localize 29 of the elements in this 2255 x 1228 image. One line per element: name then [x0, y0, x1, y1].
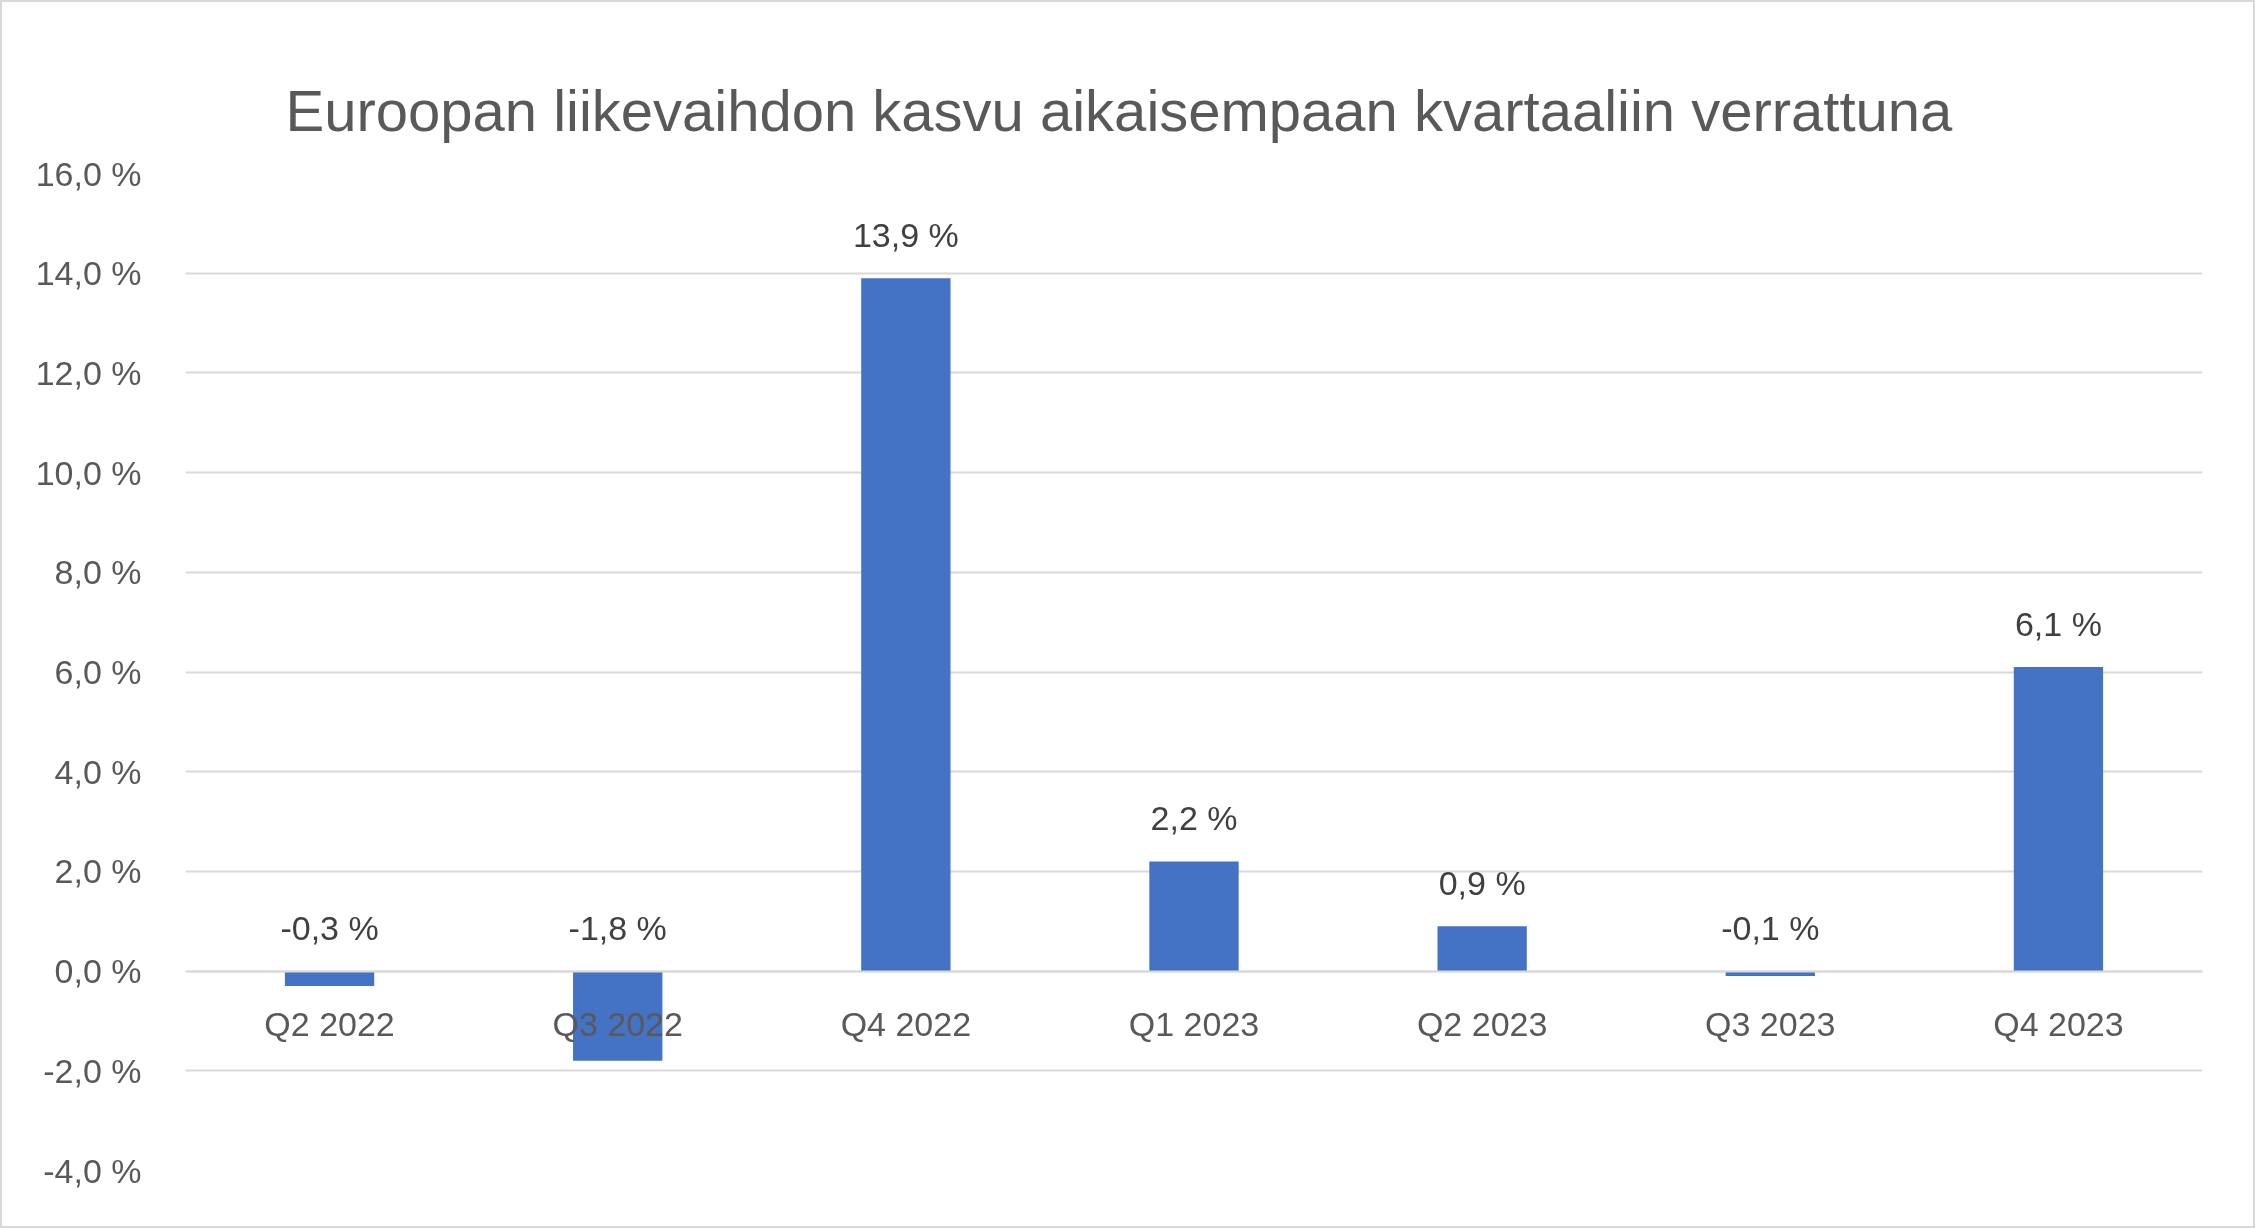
chart-title: Euroopan liikevaihdon kasvu aikaisempaan kvartaaliin verrattuna: [285, 77, 1954, 143]
y-tick-label: 14,0 %: [35, 254, 142, 293]
y-tick-label: 4,0 %: [54, 752, 142, 791]
x-tick-label: Q1 2023: [1128, 1005, 1260, 1044]
y-tick-label: -2,0 %: [43, 1051, 142, 1090]
data-label: -0,1 %: [1721, 909, 1820, 948]
data-label: 0,9 %: [1438, 864, 1526, 903]
y-tick-label: 16,0 %: [35, 154, 142, 193]
data-label: 2,2 %: [1150, 799, 1238, 838]
x-tick-label: Q4 2022: [840, 1005, 972, 1044]
y-tick-label: -4,0 %: [43, 1151, 142, 1190]
bar: [2013, 667, 2104, 972]
bar: [1437, 926, 1527, 972]
y-tick-label: 8,0 %: [54, 553, 142, 592]
y-tick-label: 0,0 %: [54, 952, 142, 991]
data-label: -0,3 %: [280, 909, 379, 948]
x-tick-label: Q2 2023: [1416, 1005, 1548, 1044]
bar: [1149, 861, 1239, 972]
y-tick-label: 6,0 %: [54, 653, 142, 691]
x-tick-label: Q4 2023: [1993, 1005, 2124, 1044]
data-label: 13,9 %: [852, 216, 959, 255]
data-label: -1,8 %: [568, 909, 667, 948]
y-tick-label: 12,0 %: [35, 353, 142, 392]
x-tick-label: Q3 2023: [1705, 1005, 1836, 1044]
x-tick-label: Q2 2022: [264, 1005, 395, 1044]
bar: [861, 278, 951, 972]
y-tick-label: 10,0 %: [35, 453, 142, 492]
data-label: 6,1 %: [2014, 605, 2102, 644]
y-tick-label: 2,0 %: [54, 852, 142, 891]
